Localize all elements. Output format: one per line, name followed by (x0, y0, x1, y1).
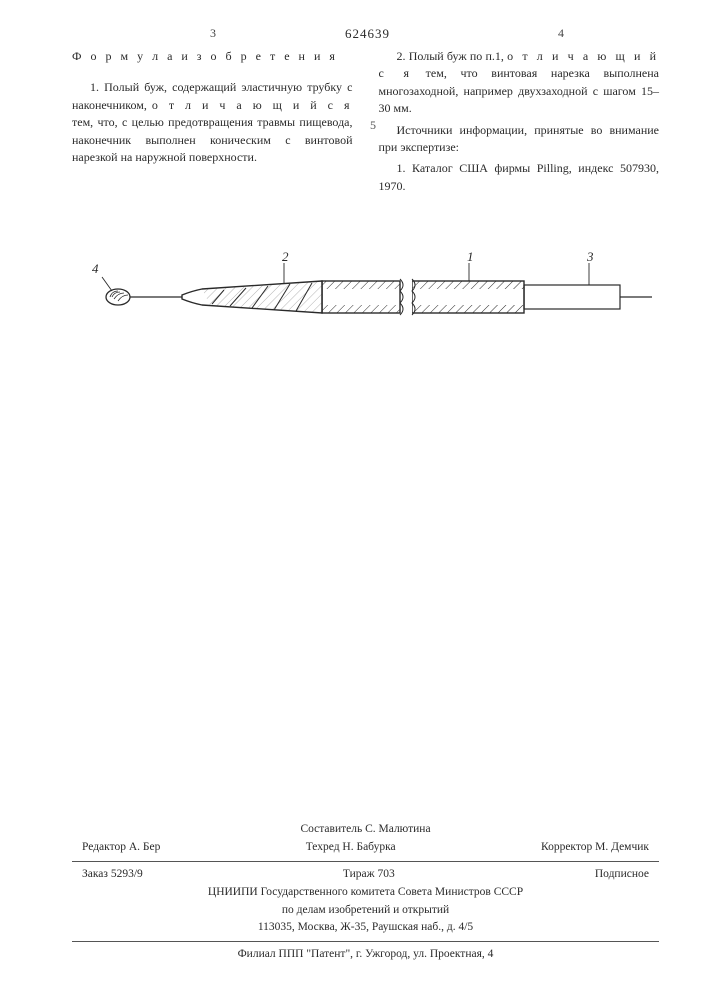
footer-rule-2 (72, 941, 659, 942)
claim2-prefix: 2. Полый буж по п.1, (397, 49, 508, 63)
claim2-rest: тем, что винтовая нарезка выполнена мног… (379, 66, 660, 115)
fig-label-1: 1 (467, 249, 474, 265)
corrector-cell: Корректор М. Демчик (541, 839, 649, 857)
org-line-2: по делам изобретений и открытий (72, 902, 659, 920)
tirazh-value: 703 (377, 868, 394, 880)
fig-label-2: 2 (282, 249, 289, 265)
right-column: 2. Полый буж по п.1, о т л и ч а ю щ и й… (379, 48, 660, 199)
address-line: 113035, Москва, Ж-35, Раушская наб., д. … (72, 919, 659, 937)
corrector-name: М. Демчик (595, 841, 649, 853)
footer-block: Составитель С. Малютина Редактор А. Бер … (72, 821, 659, 964)
claim1-rest: тем, что, с целью предотвращения травмы … (72, 115, 353, 164)
credits-row: Редактор А. Бер Техред Н. Бабурка Коррек… (72, 839, 659, 857)
editor-cell: Редактор А. Бер (82, 839, 160, 857)
claim-2: 2. Полый буж по п.1, о т л и ч а ю щ и й… (379, 48, 660, 118)
tirazh-label: Тираж (343, 868, 375, 880)
page-num-right: 4 (558, 26, 564, 41)
compiler-name: С. Малютина (365, 823, 430, 835)
order-value: 5293/9 (111, 868, 143, 880)
techred-cell: Техред Н. Бабурка (306, 839, 396, 857)
footer-rule-1 (72, 861, 659, 862)
techred-name: Н. Бабурка (342, 841, 395, 853)
fig-label-3: 3 (587, 249, 594, 265)
order-label: Заказ (82, 868, 108, 880)
source-1: 1. Каталог США фирмы Pilling, индекс 507… (379, 160, 660, 195)
compiler-label: Составитель (300, 823, 362, 835)
left-column: Ф о р м у л а и з о б р е т е н и я 1. П… (72, 48, 353, 199)
claim1-spaced: о т л и ч а ю щ и й с я (152, 98, 353, 112)
corrector-label: Корректор (541, 841, 592, 853)
text-columns: Ф о р м у л а и з о б р е т е н и я 1. П… (72, 48, 659, 199)
editor-label: Редактор (82, 841, 126, 853)
podpisnoe: Подписное (595, 866, 649, 884)
editor-name: А. Бер (129, 841, 161, 853)
technical-drawing: 1 2 3 4 (72, 255, 652, 335)
document-number: 624639 (345, 26, 390, 42)
tirazh-cell: Тираж 703 (343, 866, 395, 884)
filial-line: Филиал ППП "Патент", г. Ужгород, ул. Про… (72, 946, 659, 964)
claim-1: 1. Полый буж, содержащий эластичную труб… (72, 79, 353, 166)
techred-label: Техред (306, 841, 340, 853)
print-row: Заказ 5293/9 Тираж 703 Подписное (72, 866, 659, 884)
compiler-line: Составитель С. Малютина (72, 821, 659, 839)
fig-label-4: 4 (92, 261, 99, 277)
line-marker-5: 5 (370, 118, 376, 133)
org-line-1: ЦНИИПИ Государственного комитета Совета … (72, 884, 659, 902)
sources-intro: Источники информации, принятые во вниман… (379, 122, 660, 157)
formula-title: Ф о р м у л а и з о б р е т е н и я (72, 48, 353, 65)
order-cell: Заказ 5293/9 (82, 866, 143, 884)
page-num-left: 3 (210, 26, 216, 41)
